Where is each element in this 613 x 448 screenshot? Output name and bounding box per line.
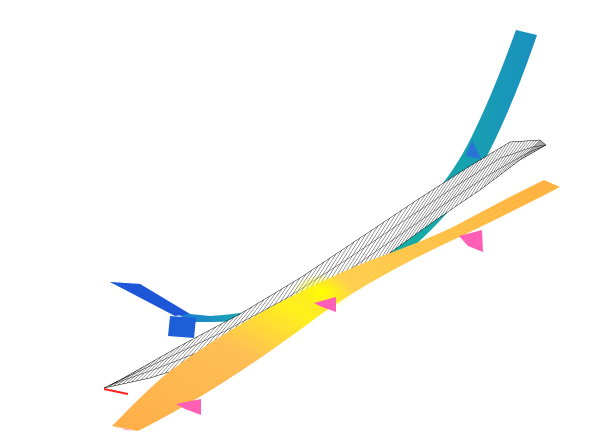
mesh-line bbox=[389, 191, 431, 253]
lower-support-middle bbox=[314, 297, 336, 312]
mesh-line bbox=[449, 156, 487, 211]
mesh-line bbox=[483, 141, 514, 188]
mesh-line bbox=[459, 151, 495, 204]
undeformed-wireframe bbox=[103, 139, 547, 395]
mesh-line bbox=[503, 140, 529, 173]
mesh-line bbox=[434, 163, 475, 221]
upper-ribbon-left-flap bbox=[110, 282, 190, 316]
lower-support-right bbox=[459, 230, 483, 252]
mesh-line bbox=[511, 140, 535, 167]
mesh-line bbox=[424, 169, 466, 228]
mesh-line bbox=[131, 359, 157, 383]
mesh-line bbox=[532, 142, 544, 153]
mesh-line bbox=[540, 143, 545, 149]
mesh-line bbox=[145, 349, 175, 380]
mesh-line bbox=[373, 201, 415, 265]
mesh-line bbox=[499, 140, 526, 176]
mesh-line bbox=[126, 362, 151, 384]
mesh-line bbox=[113, 373, 133, 387]
upper-deformed-ribbon bbox=[110, 30, 537, 338]
mesh-line bbox=[495, 141, 523, 179]
mesh-line bbox=[439, 161, 479, 218]
mesh-line bbox=[419, 172, 461, 232]
mesh-longitudinal-line bbox=[114, 144, 547, 383]
lower-ribbon-hotspot bbox=[292, 274, 352, 310]
mesh-line bbox=[367, 205, 409, 269]
mesh-line bbox=[154, 342, 187, 377]
mesh-line bbox=[122, 366, 145, 385]
mesh-line bbox=[149, 345, 181, 379]
mesh-line bbox=[394, 188, 436, 250]
mesh-line bbox=[108, 376, 127, 388]
mesh-line bbox=[117, 369, 139, 386]
mesh-line bbox=[519, 139, 541, 161]
mesh-line bbox=[444, 158, 483, 214]
upper-support-right bbox=[466, 140, 481, 159]
mesh-line bbox=[159, 339, 193, 375]
mesh-line bbox=[399, 185, 441, 246]
mesh-line bbox=[464, 149, 499, 201]
mesh-line bbox=[409, 178, 451, 239]
mesh-line bbox=[474, 144, 507, 194]
mesh-edge-red bbox=[103, 388, 129, 395]
mesh-line bbox=[404, 181, 446, 243]
mesh-line bbox=[479, 141, 511, 191]
lower-deformed-ribbon bbox=[112, 180, 560, 431]
mesh-line bbox=[535, 142, 544, 152]
mesh-line bbox=[384, 194, 426, 257]
mesh-line bbox=[169, 333, 205, 372]
mesh-line bbox=[538, 143, 545, 150]
mesh-line bbox=[487, 141, 517, 185]
mesh-line bbox=[454, 153, 491, 208]
mesh-line bbox=[530, 141, 543, 155]
mesh-line bbox=[469, 146, 503, 197]
lower-support-left bbox=[176, 399, 201, 415]
mesh-line bbox=[379, 197, 421, 261]
mesh-line bbox=[491, 141, 520, 182]
lower-ribbon-surface bbox=[112, 180, 560, 431]
mesh-line bbox=[525, 140, 542, 158]
mesh-line bbox=[164, 336, 199, 374]
mesh-longitudinal-line bbox=[109, 144, 547, 386]
mesh-line bbox=[522, 140, 541, 159]
mesh-line bbox=[136, 356, 163, 382]
mesh-line bbox=[515, 140, 538, 164]
mesh-line bbox=[414, 175, 456, 235]
upper-support-left bbox=[168, 316, 196, 338]
mesh-line bbox=[527, 141, 542, 156]
mesh-line bbox=[140, 352, 169, 381]
mesh-line bbox=[429, 165, 471, 225]
mesh-line bbox=[507, 140, 532, 170]
